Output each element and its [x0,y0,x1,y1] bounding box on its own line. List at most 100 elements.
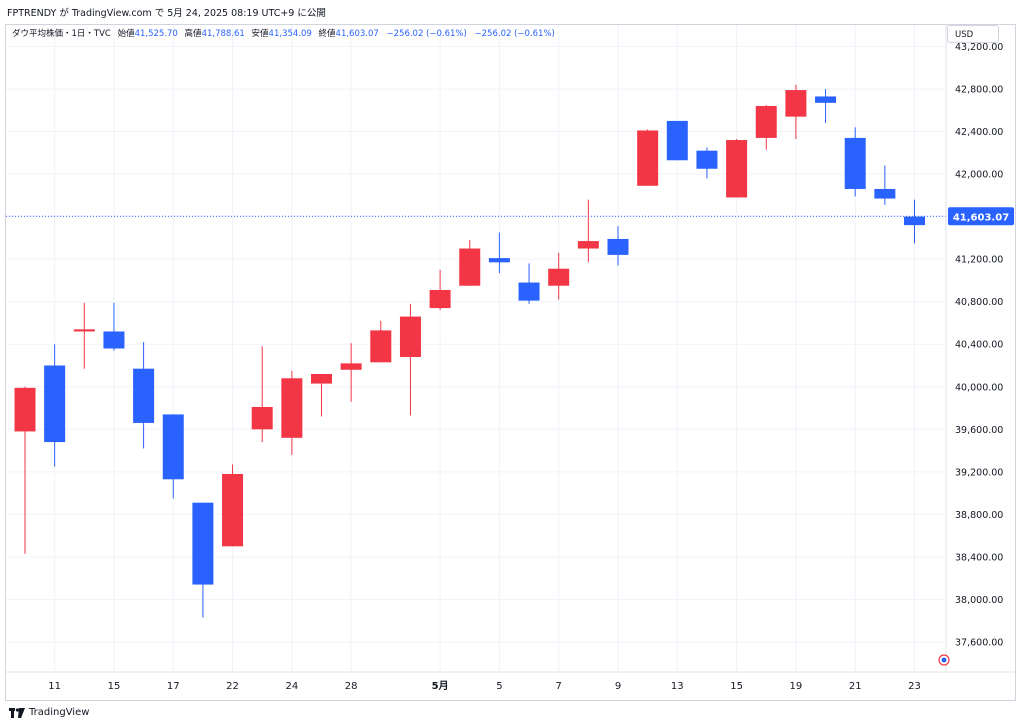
y-tick-label: 38,400.00 [955,552,1003,563]
candle-body [73,329,95,332]
candle-body [726,140,748,198]
candle [14,386,36,554]
candle-body [133,368,155,423]
close-label: 終値 [318,29,336,39]
candle [340,343,362,402]
candles [14,84,925,618]
x-tick-label: 23 [908,681,921,692]
footer-brand-label: TradingView [29,707,90,718]
x-tick-label: 19 [790,681,803,692]
candle [162,414,184,499]
currency-selector[interactable]: USD [947,25,999,43]
candle [607,226,629,266]
time-axis[interactable]: 11 15 17 22 24 28 5月 5 7 9 13 15 19 21 23 [48,680,921,692]
candle [904,199,925,244]
candle-body [14,387,36,432]
close-value: 41,603.07 [335,29,379,39]
candle [666,120,688,161]
candle-body [44,365,66,443]
x-tick-label: 5月 [432,680,449,692]
y-tick-label: 41,200.00 [955,255,1003,266]
high-label: 高値 [184,29,202,39]
y-tick-label: 42,400.00 [955,127,1003,138]
candle-body [815,96,837,103]
candle [518,263,540,304]
price-axis[interactable]: 37,600.00 38,000.00 38,400.00 38,800.00 39,2… [955,42,1003,649]
candle [637,129,659,186]
x-tick-label: 5 [496,681,502,692]
low-label: 安値 [251,29,269,39]
candle-body [162,414,184,480]
symbol-name[interactable]: ダウ平均株価・1日・TVC [12,29,111,39]
candle [844,127,866,197]
x-tick-label: 24 [285,681,298,692]
candle-body [844,137,866,189]
candle [222,464,244,547]
candle [44,344,66,467]
candle-body [251,406,273,430]
event-marker-icon[interactable] [938,654,950,666]
candle-body [192,502,214,585]
x-tick-label: 17 [167,681,180,692]
candle-body [785,90,807,117]
last-price-tag-bg [948,207,1014,226]
candle [251,346,273,443]
candle [488,232,510,273]
high-value: 41,788.61 [201,29,245,39]
x-tick-label: 15 [108,681,121,692]
candle [548,252,570,300]
candle-body [222,473,244,547]
candle [429,269,451,311]
footer-brand[interactable]: TradingView [9,707,89,718]
candle-body [874,188,896,199]
x-tick-label: 21 [849,681,862,692]
candle [459,240,481,286]
open-value: 41,525.70 [134,29,178,39]
y-tick-label: 40,800.00 [955,297,1003,308]
candle-body [459,248,481,286]
y-tick-label: 42,800.00 [955,85,1003,96]
y-tick-label: 39,200.00 [955,467,1003,478]
y-tick-label: 42,000.00 [955,170,1003,181]
candle-body [696,150,718,169]
candle [577,199,599,263]
candle [785,84,807,139]
chart-frame [5,24,1016,701]
x-tick-label: 28 [345,681,358,692]
x-tick-label: 9 [615,681,621,692]
grid [6,25,946,672]
y-tick-label: 37,600.00 [955,638,1003,649]
candle-body [666,120,688,161]
candle [874,165,896,205]
candle-body [755,106,777,138]
candle-body [518,282,540,301]
candle-body [399,316,421,357]
candle-body [577,241,599,249]
x-tick-label: 15 [730,681,743,692]
y-tick-label: 43,200.00 [955,42,1003,53]
y-tick-label: 38,000.00 [955,595,1003,606]
open-label: 始値 [117,29,135,39]
candle-body [311,374,332,384]
last-price-tag-label: 41,603.07 [953,212,1009,223]
publish-info: FPTRENDY が TradingView.com で 5月 24, 2025… [7,8,326,19]
y-tick-label: 38,800.00 [955,510,1003,521]
candle [311,374,332,417]
x-tick-label: 13 [671,681,684,692]
candle [726,138,748,198]
candle [133,342,155,449]
candle [281,370,303,455]
candle-body [370,330,392,363]
ohlc-legend: ダウ平均株価・1日・TVC 始値41,525.70 高値41,788.61 安値… [12,27,555,39]
y-tick-label: 39,600.00 [955,425,1003,436]
candle-body [548,268,570,286]
y-tick-label: 40,000.00 [955,382,1003,393]
candle-body [904,216,925,226]
candle [370,320,392,363]
low-value: 41,354.09 [268,29,312,39]
candle [192,502,214,618]
candle [399,303,421,416]
tradingview-logo-icon [9,707,25,718]
last-price-tag: 41,603.07 [948,207,1014,226]
